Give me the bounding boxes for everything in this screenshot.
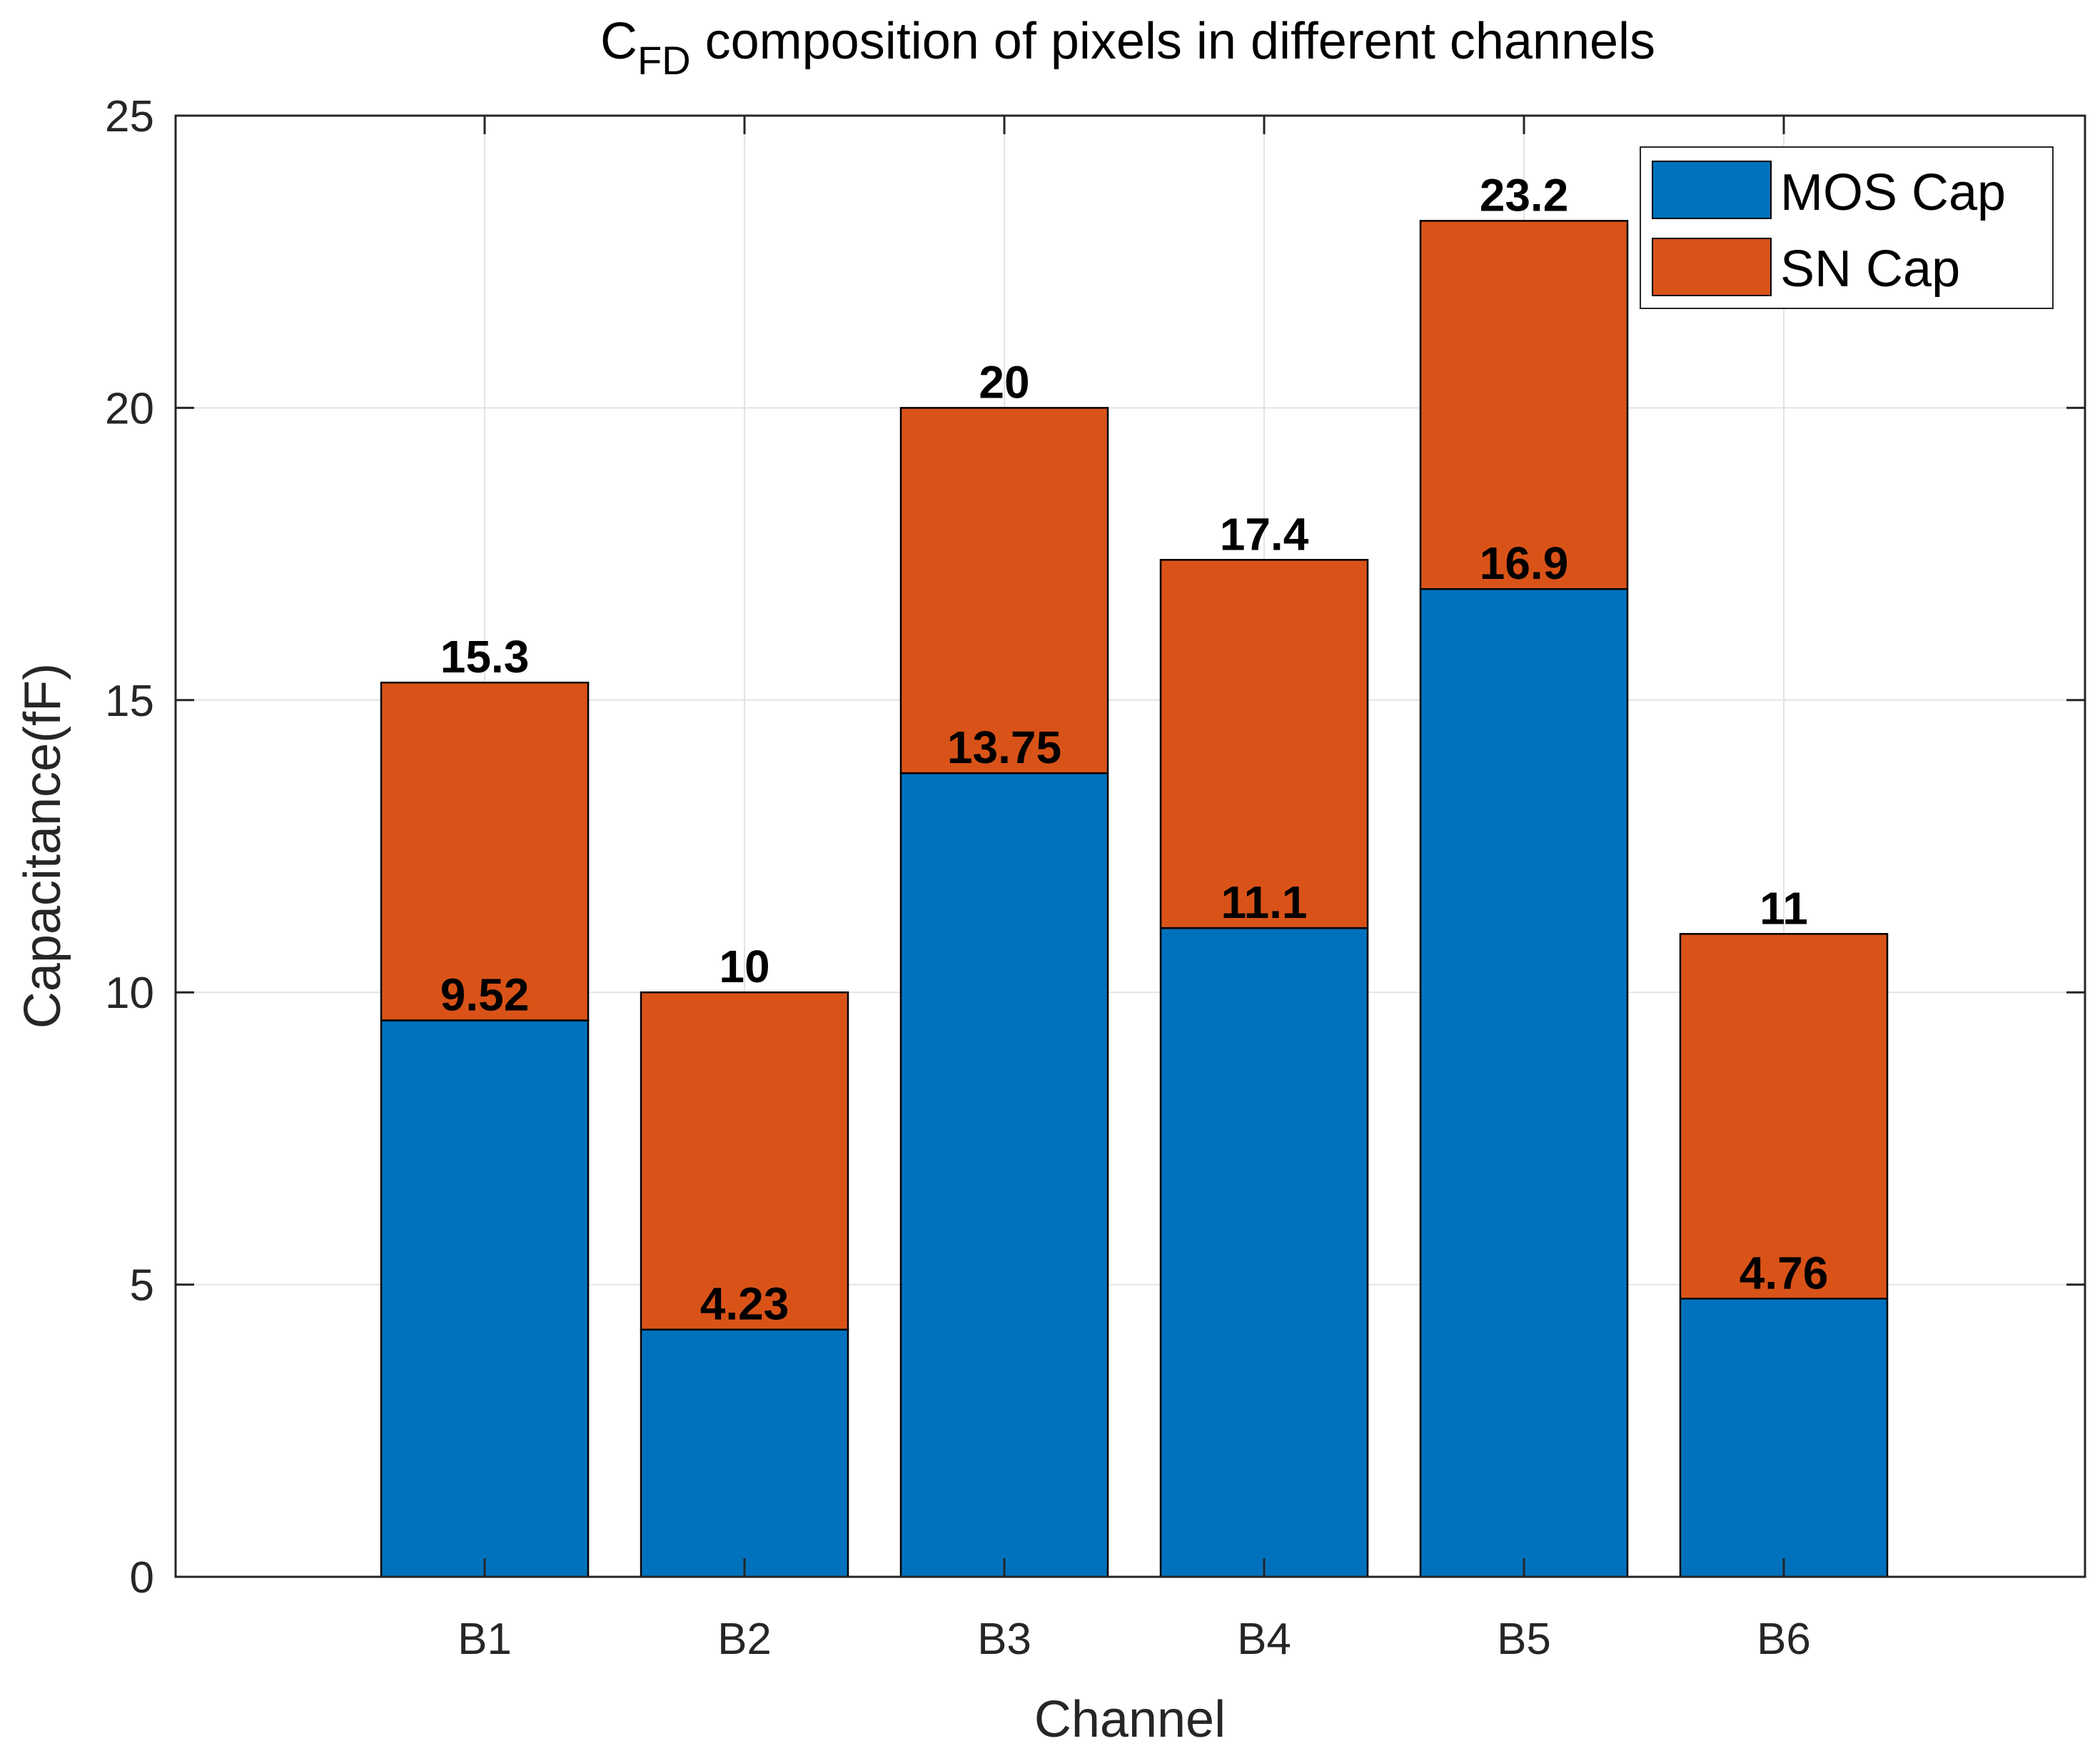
y-tick-label: 20	[105, 384, 154, 433]
data-label-mos-cap: 4.23	[700, 1278, 789, 1330]
x-tick-label: B3	[977, 1615, 1031, 1664]
data-label-total: 17.4	[1220, 508, 1309, 560]
y-tick-label: 15	[105, 677, 154, 726]
data-label-mos-cap: 16.9	[1480, 538, 1569, 589]
legend-label-sn-cap: SN Cap	[1780, 241, 1960, 298]
bar-sn-cap-b5	[1419, 220, 1629, 590]
y-axis-title: Capacitance(fF)	[14, 663, 71, 1029]
bar-mos-cap-b1	[380, 1019, 590, 1578]
plot-area-border	[174, 114, 2086, 1578]
chart-title: CFD composition of pixels in different c…	[600, 13, 1655, 83]
axis-ticks: 0 5 10 15 20 25 B1 B2 B3 B4 B5 B6	[105, 92, 2085, 1664]
x-axis-title: Channel	[1034, 1691, 1226, 1748]
chart-title-rest: composition of pixels in different chann…	[691, 13, 1655, 70]
data-label-total: 20	[979, 356, 1029, 408]
data-label-mos-cap: 11.1	[1221, 877, 1307, 928]
bar-sn-cap-b4	[1159, 559, 1369, 929]
x-tick-label: B2	[717, 1615, 772, 1664]
bar-sn-cap-b2	[640, 991, 849, 1331]
legend-label-mos-cap: MOS Cap	[1780, 164, 2006, 221]
legend-swatch-mos-cap	[1652, 161, 1772, 219]
data-label-total: 23.2	[1480, 169, 1569, 221]
data-label-mos-cap: 9.52	[440, 969, 530, 1021]
data-labels: 9.52 15.3 4.23 10 13.75 20 11.1 17.4 16.9 23.2 4.7…	[440, 169, 1829, 1329]
x-tick-label: B6	[1757, 1615, 1811, 1664]
data-label-mos-cap: 13.75	[947, 722, 1061, 773]
data-label-total: 10	[719, 941, 769, 992]
bar-sn-cap-b3	[899, 407, 1109, 774]
bars	[380, 220, 1889, 1578]
legend-swatch-sn-cap	[1652, 238, 1772, 296]
x-tick-label: B1	[458, 1615, 512, 1664]
y-tick-label: 5	[130, 1261, 154, 1311]
bar-mos-cap-b2	[640, 1328, 849, 1578]
bar-mos-cap-b5	[1419, 587, 1629, 1578]
legend: MOS Cap SN Cap	[1640, 146, 2054, 309]
y-tick-label: 25	[105, 92, 154, 141]
bar-sn-cap-b6	[1679, 933, 1889, 1300]
chart-title-main: C	[600, 13, 637, 70]
x-tick-label: B4	[1237, 1615, 1291, 1664]
y-tick-label: 10	[105, 969, 154, 1018]
chart-title-subscript: FD	[637, 38, 691, 83]
data-label-total: 15.3	[440, 631, 530, 682]
bar-mos-cap-b3	[899, 772, 1109, 1578]
x-tick-label: B5	[1497, 1615, 1551, 1664]
data-label-mos-cap: 4.76	[1740, 1247, 1829, 1298]
bar-sn-cap-b1	[380, 681, 590, 1021]
bar-mos-cap-b4	[1159, 927, 1369, 1578]
data-label-total: 11	[1760, 882, 1808, 934]
bar-mos-cap-b6	[1679, 1298, 1889, 1578]
y-tick-label: 0	[130, 1553, 154, 1603]
